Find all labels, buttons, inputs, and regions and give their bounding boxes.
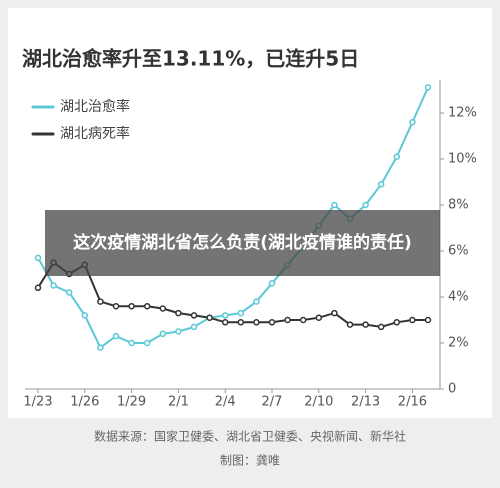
data-point (409, 118, 416, 126)
data-point (377, 181, 385, 188)
data-point (362, 321, 369, 328)
data-point (331, 309, 338, 317)
data-point (34, 254, 42, 262)
x-tick-label: 2/13 (351, 395, 380, 410)
data-point (128, 339, 135, 347)
data-point (424, 84, 432, 91)
data-point (393, 319, 401, 326)
data-point (206, 314, 213, 321)
y-tick-label: 2% (448, 336, 469, 351)
x-tick-label: 1/26 (70, 395, 99, 410)
y-tick-label: 8% (448, 198, 469, 213)
credit: 制图：龚唯 (220, 453, 280, 468)
data-point (409, 316, 416, 324)
data-point (50, 282, 57, 289)
data-point (112, 302, 120, 310)
data-point (253, 298, 260, 305)
y-tick-label: 6% (448, 244, 469, 259)
data-point (65, 289, 73, 296)
legend-label: 湖北治愈率 (60, 98, 130, 115)
x-tick-label: 1/29 (117, 395, 146, 410)
x-tick-label: 2/7 (262, 395, 283, 410)
data-point (331, 201, 338, 209)
chart-title: 湖北治愈率升至13.11%，已连升5日 (22, 47, 359, 71)
legend-label: 湖北病死率 (60, 125, 130, 142)
overlay-caption: 这次疫情湖北省怎么负责(湖北疫情谁的责任) (45, 210, 440, 276)
data-point (393, 153, 401, 160)
data-point (221, 319, 229, 326)
data-point (237, 309, 245, 317)
data-point (315, 314, 323, 321)
data-point (128, 302, 135, 310)
data-point (175, 309, 182, 317)
x-tick-label: 2/4 (215, 395, 236, 410)
data-point (143, 302, 151, 310)
data-point (97, 298, 104, 305)
data-point (268, 279, 276, 287)
data-point (159, 330, 167, 338)
data-point (237, 319, 245, 326)
data-point (143, 339, 151, 347)
y-tick-label: 0 (448, 382, 456, 397)
data-point (81, 312, 89, 319)
data-point (284, 316, 291, 324)
y-tick-label: 12% (448, 106, 477, 121)
y-tick-label: 4% (448, 290, 469, 305)
data-point (253, 319, 260, 326)
data-point (97, 344, 104, 351)
data-point (34, 284, 42, 292)
data-point (362, 201, 369, 209)
data-point (346, 321, 354, 328)
data-point (221, 312, 229, 319)
data-point (377, 323, 385, 331)
data-point (159, 305, 167, 312)
data-point (175, 328, 182, 335)
x-tick-label: 2/10 (304, 395, 333, 410)
data-point (112, 332, 120, 340)
data-point (299, 316, 307, 324)
x-tick-label: 1/23 (23, 395, 52, 410)
data-point (268, 319, 276, 326)
data-point (190, 323, 198, 331)
y-tick-label: 10% (448, 152, 477, 167)
data-point (190, 312, 198, 319)
x-tick-label: 2/1 (168, 395, 189, 410)
source: 数据来源：国家卫健委、湖北省卫健委、央视新闻、新华社 (94, 429, 406, 444)
data-point (424, 316, 432, 324)
x-tick-label: 2/16 (398, 395, 427, 410)
